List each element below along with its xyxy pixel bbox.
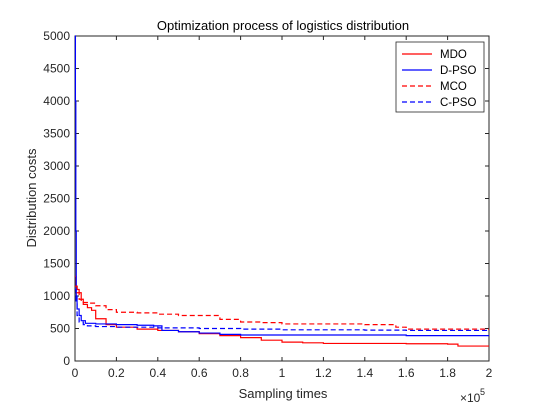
x-tick-label: 0.2 [108,366,125,380]
y-tick-label: 500 [50,322,70,336]
legend-label: C-PSO [440,97,476,109]
x-axis-exponent-value: 5 [480,387,485,397]
y-tick-label: 1500 [43,257,70,271]
y-tick-label: 4500 [43,62,70,76]
x-tick-label: 1 [279,366,286,380]
legend: MDO D-PSO MCO C-PSO [395,41,485,113]
x-axis-label: Sampling times [239,386,328,401]
series-line-mco [75,285,489,330]
x-axis-exponent: ×10 5 [460,387,485,405]
x-tick-label: 1.6 [398,366,415,380]
y-tick-label: 5000 [43,29,70,43]
series-lines [74,35,489,347]
y-tick-label: 0 [63,354,70,368]
x-tick-label: 0 [72,366,79,380]
y-tick-label: 3500 [43,127,70,141]
legend-label: D-PSO [440,65,476,77]
legend-label: MCO [440,81,467,93]
x-tick-label: 1.4 [356,366,373,380]
legend-box [395,41,485,113]
svg-text:×10: ×10 [460,391,481,405]
x-tick-label: 0.6 [191,366,208,380]
y-tick-label: 4000 [43,94,70,108]
y-tick-label: 2500 [43,192,70,206]
y-axis: 0 500 1000 1500 2000 2500 3000 3500 4000 4500 5000 [43,29,489,368]
x-tick-label: 1.8 [439,366,456,380]
x-tick-label: 0.4 [149,366,166,380]
x-tick-label: 1.2 [315,366,332,380]
y-tick-label: 3000 [43,159,70,173]
y-tick-label: 2000 [43,224,70,238]
series-line-c-pso [75,288,489,332]
y-tick-label: 1000 [43,289,70,303]
chart-title: Optimization process of logistics distri… [157,18,409,33]
legend-label: MDO [440,49,467,61]
x-tick-label: 0.8 [232,366,249,380]
y-axis-label: Distribution costs [24,148,39,247]
x-tick-label: 2 [486,366,493,380]
x-axis: 0 0.2 0.4 0.6 0.8 1 1.2 1.4 1.6 1.8 2 [72,36,493,380]
series-line-d-pso [74,35,489,337]
